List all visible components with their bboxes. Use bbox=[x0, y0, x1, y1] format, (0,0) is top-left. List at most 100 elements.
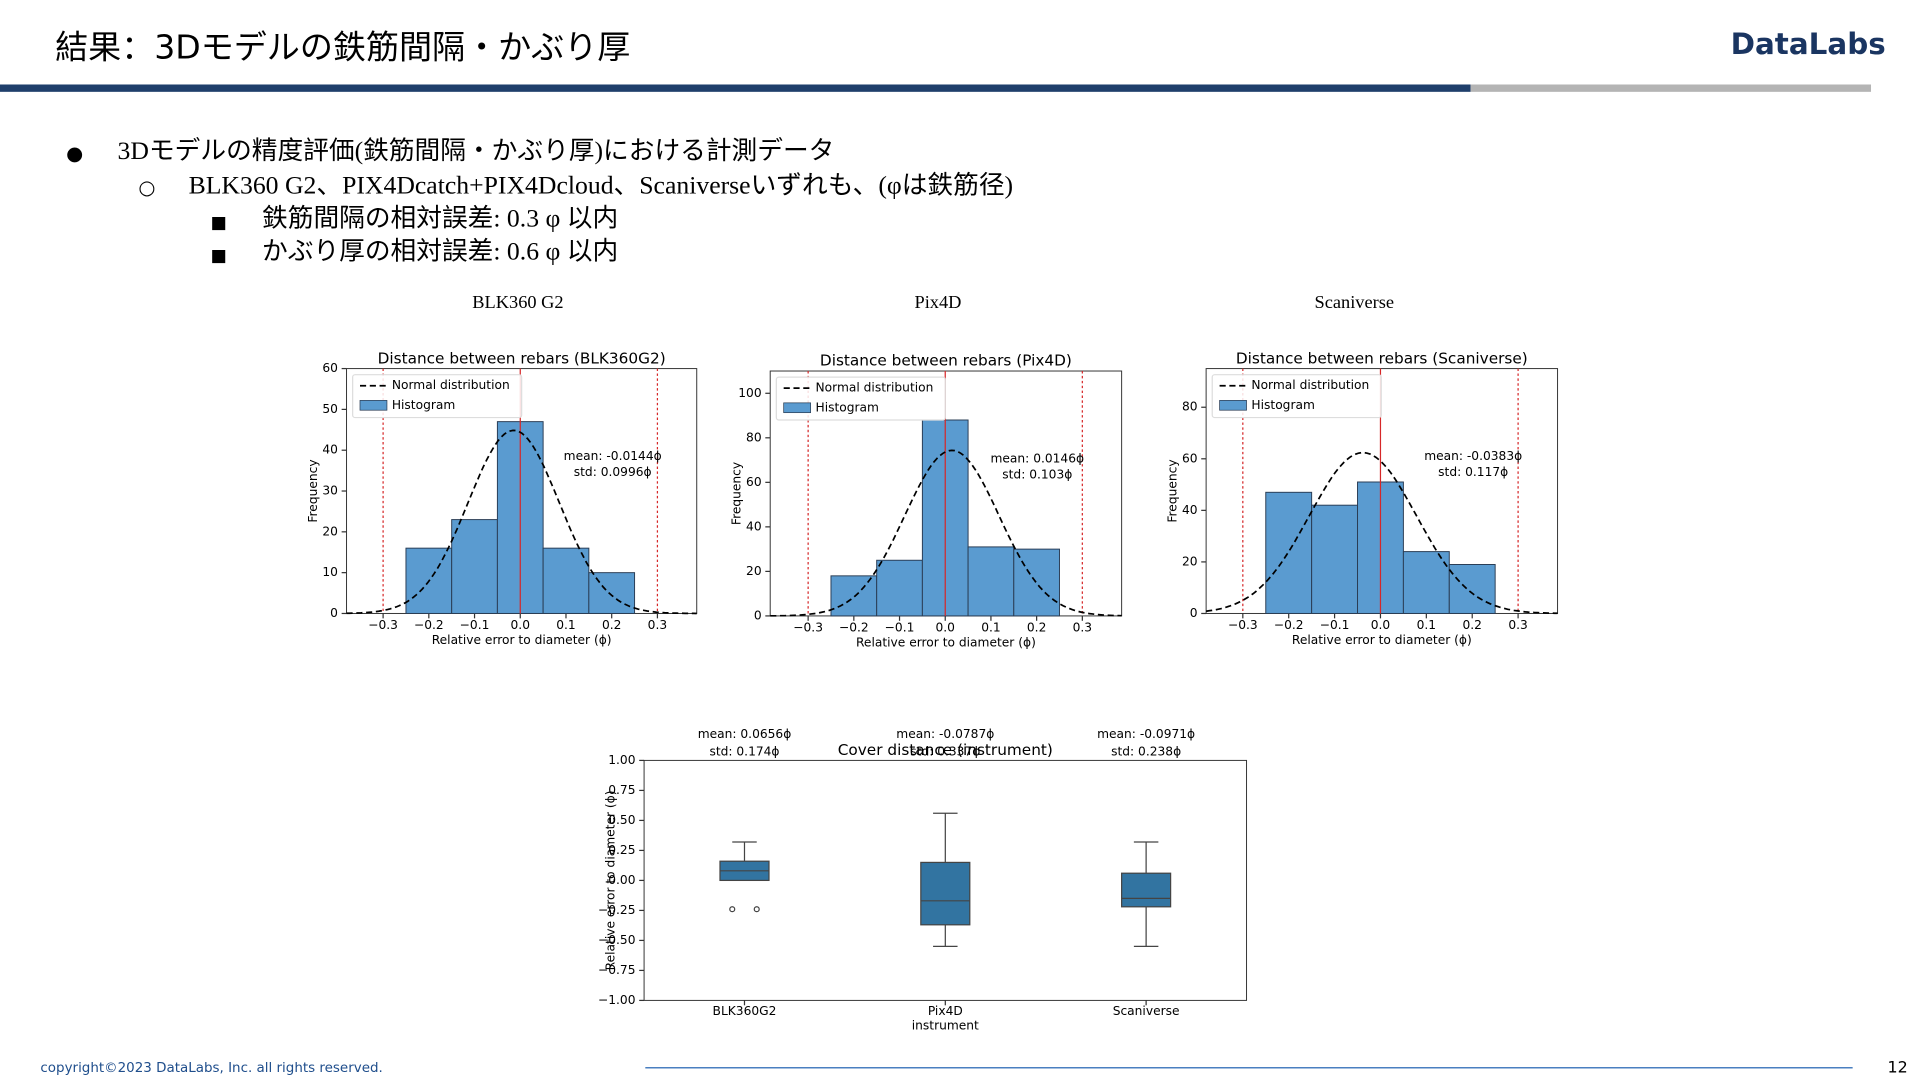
bullet-text: 3Dモデルの精度評価(鉄筋間隔・かぶり厚)における計測データ bbox=[118, 136, 835, 165]
y-tick-label: −0.75 bbox=[598, 963, 636, 977]
histogram-bar bbox=[967, 546, 1015, 617]
annotation-mean: mean: -0.0144ϕ bbox=[564, 449, 662, 463]
x-tick-label: 0.0 bbox=[1371, 618, 1390, 632]
y-tick-label: 30 bbox=[322, 484, 338, 498]
bullet-circle: ○ bbox=[138, 176, 155, 199]
y-axis-label: Frequency bbox=[306, 459, 320, 522]
histogram-bar bbox=[1402, 551, 1450, 614]
y-tick-label: 0.50 bbox=[608, 813, 635, 827]
group-label: BLK360 G2 bbox=[472, 292, 563, 312]
bullet-text: かぶり厚の相対誤差: 0.6 φ 以内 bbox=[262, 236, 618, 265]
normal-curve bbox=[1205, 451, 1558, 615]
y-tick-label: 10 bbox=[322, 565, 338, 579]
bullet-square: ■ bbox=[211, 213, 227, 233]
x-tick-label: 0.1 bbox=[981, 621, 1000, 635]
annotation-mean: mean: 0.0146ϕ bbox=[990, 452, 1084, 466]
legend-label: Histogram bbox=[1251, 398, 1314, 412]
y-axis-label: Frequency bbox=[1166, 459, 1180, 522]
slide-title: 結果：3Dモデルの鉄筋間隔・かぶり厚 bbox=[55, 27, 630, 66]
y-tick-label: 20 bbox=[746, 564, 762, 578]
flier bbox=[729, 906, 736, 913]
bullet-square: ■ bbox=[211, 246, 227, 266]
x-axis-label: Relative error to diameter (ϕ) bbox=[432, 633, 612, 647]
histogram-bar bbox=[830, 575, 878, 617]
y-tick-label: 40 bbox=[322, 443, 338, 457]
histogram-bar bbox=[1311, 504, 1359, 614]
x-axis-label: Relative error to diameter (ϕ) bbox=[1292, 633, 1472, 647]
histogram-bar bbox=[542, 547, 590, 614]
box-annotation: mean: -0.0971ϕ bbox=[1097, 727, 1195, 741]
normal-curve bbox=[770, 449, 1122, 617]
y-axis-label: Relative error to diameter (ϕ) bbox=[604, 790, 618, 970]
histogram-bar bbox=[1448, 564, 1496, 614]
x-tick-label: 0.1 bbox=[1417, 618, 1436, 632]
header-bar-gray bbox=[1470, 84, 1872, 92]
x-axis-label: Relative error to diameter (ϕ) bbox=[856, 635, 1036, 649]
y-axis-label: Frequency bbox=[730, 462, 744, 525]
box-annotation: std: 0.174ϕ bbox=[709, 744, 779, 758]
page-number: 12 bbox=[1888, 1057, 1908, 1076]
histogram-bar bbox=[1265, 491, 1313, 614]
legend-bar-swatch bbox=[359, 400, 388, 411]
y-tick-label: 100 bbox=[738, 386, 761, 400]
x-tick-label: 0.2 bbox=[1027, 621, 1046, 635]
histogram-bar bbox=[588, 572, 636, 614]
chart-title: Distance between rebars (BLK360G2) bbox=[378, 349, 666, 367]
y-tick-label: 20 bbox=[322, 524, 338, 538]
chart-title: Distance between rebars (Scaniverse) bbox=[1236, 349, 1528, 367]
x-tick-label: 0.2 bbox=[602, 618, 621, 632]
legend-label: Normal distribution bbox=[816, 381, 934, 395]
header-bar bbox=[0, 84, 1471, 92]
x-tick-label: Pix4D bbox=[928, 1004, 963, 1018]
y-tick-label: 40 bbox=[1182, 503, 1198, 517]
annotation-std: std: 0.103ϕ bbox=[1002, 468, 1072, 482]
legend-label: Normal distribution bbox=[392, 378, 510, 392]
x-tick-label: −0.1 bbox=[885, 621, 915, 635]
y-tick-label: 40 bbox=[746, 519, 762, 533]
x-tick-label: 0.3 bbox=[1508, 618, 1527, 632]
x-tick-label: Scaniverse bbox=[1113, 1004, 1180, 1018]
annotation-std: std: 0.117ϕ bbox=[1438, 465, 1508, 479]
y-tick-label: 80 bbox=[1182, 400, 1198, 414]
y-tick-label: −1.00 bbox=[598, 993, 636, 1007]
y-tick-label: 60 bbox=[322, 361, 338, 375]
y-tick-label: 1.00 bbox=[608, 753, 635, 767]
histogram-bar bbox=[1013, 548, 1060, 617]
legend-label: Histogram bbox=[816, 400, 879, 414]
x-tick-label: BLK360G2 bbox=[713, 1004, 777, 1018]
logo: DataLabs bbox=[1731, 27, 1886, 61]
y-tick-label: 50 bbox=[322, 402, 338, 416]
legend-bar-swatch bbox=[783, 402, 811, 414]
x-tick-label: −0.1 bbox=[460, 618, 490, 632]
box bbox=[1121, 872, 1172, 908]
x-tick-label: −0.3 bbox=[368, 618, 398, 632]
y-tick-label: 60 bbox=[1182, 451, 1198, 465]
box-annotation: std: 0.337ϕ bbox=[910, 744, 980, 758]
x-tick-label: −0.1 bbox=[1320, 618, 1350, 632]
histogram-bar bbox=[451, 519, 498, 614]
bullet-text: BLK360 G2、PIX4Dcatch+PIX4Dcloud、Scaniver… bbox=[189, 170, 1014, 199]
box-annotation: std: 0.238ϕ bbox=[1111, 744, 1181, 758]
copyright: copyright©2023 DataLabs, Inc. all rights… bbox=[40, 1061, 382, 1076]
y-tick-label: 0.00 bbox=[608, 873, 635, 887]
chart-title: Cover distance (instrument) bbox=[838, 741, 1053, 759]
x-tick-label: −0.3 bbox=[793, 621, 823, 635]
legend-box bbox=[352, 374, 523, 419]
group-label: Scaniverse bbox=[1315, 292, 1395, 312]
histogram-bar bbox=[876, 559, 923, 617]
box-annotation: mean: 0.0656ϕ bbox=[698, 727, 792, 741]
y-tick-label: 0 bbox=[1190, 606, 1198, 620]
x-tick-label: −0.2 bbox=[839, 621, 869, 635]
legend-box bbox=[775, 376, 946, 421]
legend-bar-swatch bbox=[1219, 400, 1247, 411]
x-tick-label: 0.0 bbox=[935, 621, 954, 635]
x-tick-label: −0.2 bbox=[414, 618, 444, 632]
chart-title: Distance between rebars (Pix4D) bbox=[820, 352, 1072, 370]
y-tick-label: 20 bbox=[1182, 554, 1198, 568]
y-tick-label: 0 bbox=[330, 606, 338, 620]
x-axis-label: instrument bbox=[912, 1019, 979, 1033]
x-tick-label: −0.2 bbox=[1274, 618, 1304, 632]
y-tick-label: −0.50 bbox=[598, 933, 636, 947]
